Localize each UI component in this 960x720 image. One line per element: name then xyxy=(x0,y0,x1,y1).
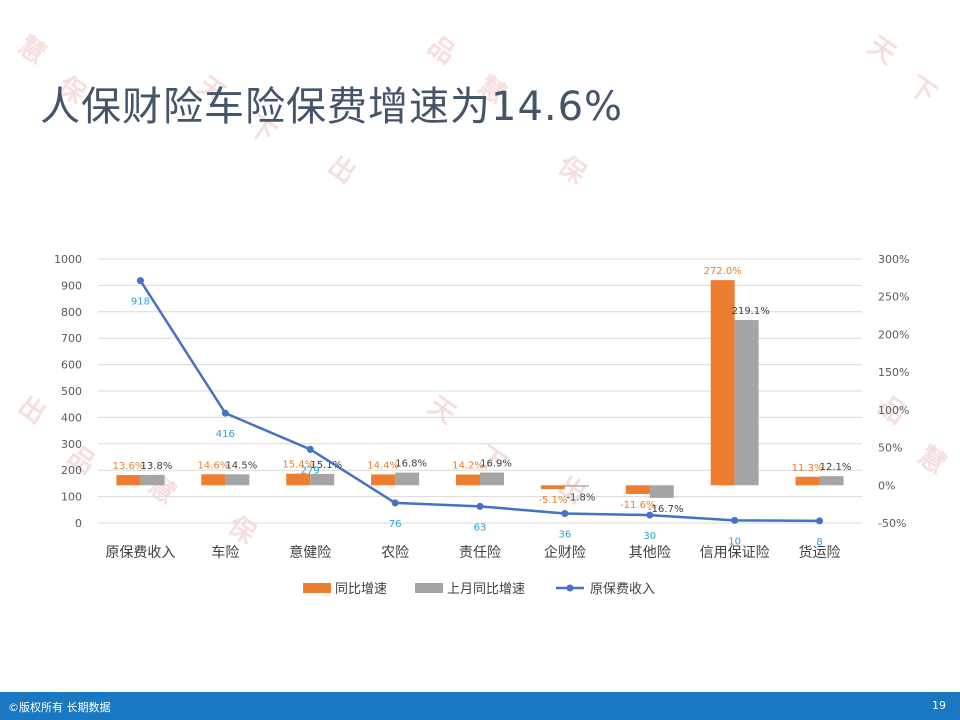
data-label-prev-yoy: 16.8% xyxy=(395,459,427,470)
right-axis-tick-label: 50% xyxy=(878,442,902,455)
bar-yoy xyxy=(795,476,820,486)
data-label-premium: 279 xyxy=(301,465,320,476)
premium-point xyxy=(646,511,654,519)
data-label-yoy: 14.2% xyxy=(452,461,484,472)
left-axis-tick-label: 200 xyxy=(61,464,82,477)
data-label-premium: 36 xyxy=(559,529,572,540)
category-tick-label: 意健险 xyxy=(289,544,331,561)
premium-point xyxy=(221,409,229,417)
right-axis-tick-label: 100% xyxy=(878,404,909,417)
right-axis-tick-label: 200% xyxy=(878,328,909,341)
legend-swatch-prev-yoy xyxy=(415,583,443,593)
bar-prev-yoy xyxy=(480,472,504,486)
left-axis-tick-label: 800 xyxy=(61,306,82,319)
bar-yoy xyxy=(371,474,396,486)
right-axis-tick-label: 300% xyxy=(878,253,909,266)
left-axis-tick-label: 1000 xyxy=(54,253,82,266)
data-label-prev-yoy: -16.7% xyxy=(648,504,683,515)
legend-swatch-yoy xyxy=(303,583,331,593)
chart-canvas: 0 100 200 300 400 500 600 700 800 900 1000 -50% 0% 50… xyxy=(54,253,909,597)
data-label-yoy: 272.0% xyxy=(704,266,742,277)
left-axis-tick-label: 600 xyxy=(61,359,82,372)
bar-prev-yoy xyxy=(395,472,420,486)
data-label-yoy: -11.6% xyxy=(620,500,655,511)
left-axis-tick-label: 0 xyxy=(75,517,82,530)
data-label-premium: 10 xyxy=(728,536,741,547)
data-label-yoy: 14.4% xyxy=(367,460,399,471)
data-label-premium: 63 xyxy=(474,522,487,533)
data-label-premium: 416 xyxy=(216,429,235,440)
premium-point xyxy=(561,509,569,517)
category-tick-label: 企财险 xyxy=(544,544,586,561)
bar-yoy xyxy=(710,280,735,486)
category-tick-label: 原保费收入 xyxy=(105,545,175,561)
legend-label-prev-yoy: 上月同比增速 xyxy=(447,582,525,597)
bar-prev-yoy xyxy=(734,320,759,486)
premium-point xyxy=(136,277,144,285)
bar-prev-yoy xyxy=(649,485,674,498)
premium-point xyxy=(816,517,824,525)
bar-prev-yoy xyxy=(140,474,165,486)
legend-label-premium: 原保费收入 xyxy=(590,582,655,597)
footer-copyright: ©版权所有 长期数据 xyxy=(8,701,111,714)
category-tick-label: 车险 xyxy=(211,544,239,561)
category-tick-label: 责任险 xyxy=(459,545,501,561)
left-axis-tick-label: 400 xyxy=(61,411,82,424)
bar-yoy xyxy=(625,485,650,495)
bar-prev-yoy xyxy=(564,485,589,487)
bar-prev-yoy xyxy=(819,476,844,486)
legend-swatch-premium-marker xyxy=(566,584,574,592)
bar-yoy xyxy=(201,474,226,486)
data-label-prev-yoy: 14.5% xyxy=(225,460,257,471)
left-axis-tick-label: 500 xyxy=(61,385,82,398)
premium-point xyxy=(306,445,314,453)
data-label-yoy: -5.1% xyxy=(538,495,567,506)
data-label-prev-yoy: 12.1% xyxy=(820,462,852,473)
data-label-premium: 76 xyxy=(389,519,402,530)
data-label-premium: 918 xyxy=(131,297,150,308)
premium-point xyxy=(476,502,484,510)
category-tick-label: 农险 xyxy=(381,545,409,561)
data-label-yoy: 14.6% xyxy=(197,460,229,471)
left-axis-tick-label: 100 xyxy=(61,491,82,504)
bar-prev-yoy xyxy=(310,473,335,486)
bar-yoy xyxy=(540,485,565,490)
right-axis-tick-label: 150% xyxy=(878,366,909,379)
data-label-prev-yoy: -1.8% xyxy=(566,493,595,504)
bar-prev-yoy xyxy=(225,474,250,486)
footer-bar: ©版权所有 长期数据 19 xyxy=(0,692,960,720)
category-tick-label: 货运险 xyxy=(799,544,841,561)
left-axis-tick-label: 700 xyxy=(61,332,82,345)
data-label-prev-yoy: 15.1% xyxy=(310,460,342,471)
right-axis-tick-label: -50% xyxy=(878,517,906,530)
left-axis-tick-label: 300 xyxy=(61,438,82,451)
data-label-prev-yoy: 219.1% xyxy=(732,306,770,317)
data-label-premium: 30 xyxy=(643,531,656,542)
premium-point xyxy=(391,499,399,507)
category-tick-label: 信用保证险 xyxy=(700,545,770,561)
right-axis-tick-label: 250% xyxy=(878,291,909,304)
bar-yoy xyxy=(116,475,141,486)
legend-label-yoy: 同比增速 xyxy=(335,582,387,597)
data-label-prev-yoy: 16.9% xyxy=(480,459,512,470)
left-axis-tick-label: 900 xyxy=(61,279,82,292)
category-tick-label: 其他险 xyxy=(629,545,671,561)
right-axis-tick-label: 0% xyxy=(878,479,895,492)
data-label-yoy: 13.6% xyxy=(113,461,145,472)
data-label-yoy: 15.4% xyxy=(282,460,314,471)
bar-yoy xyxy=(456,474,480,486)
bar-yoy xyxy=(286,473,311,486)
page-number: 19 xyxy=(932,699,946,712)
data-label-premium: 8 xyxy=(816,537,822,548)
data-label-yoy: 11.3% xyxy=(792,463,824,474)
data-label-prev-yoy: 13.8% xyxy=(141,461,173,472)
premium-point xyxy=(731,516,739,524)
page-title: 人保财险车险保费增速为14.6% xyxy=(40,84,624,130)
